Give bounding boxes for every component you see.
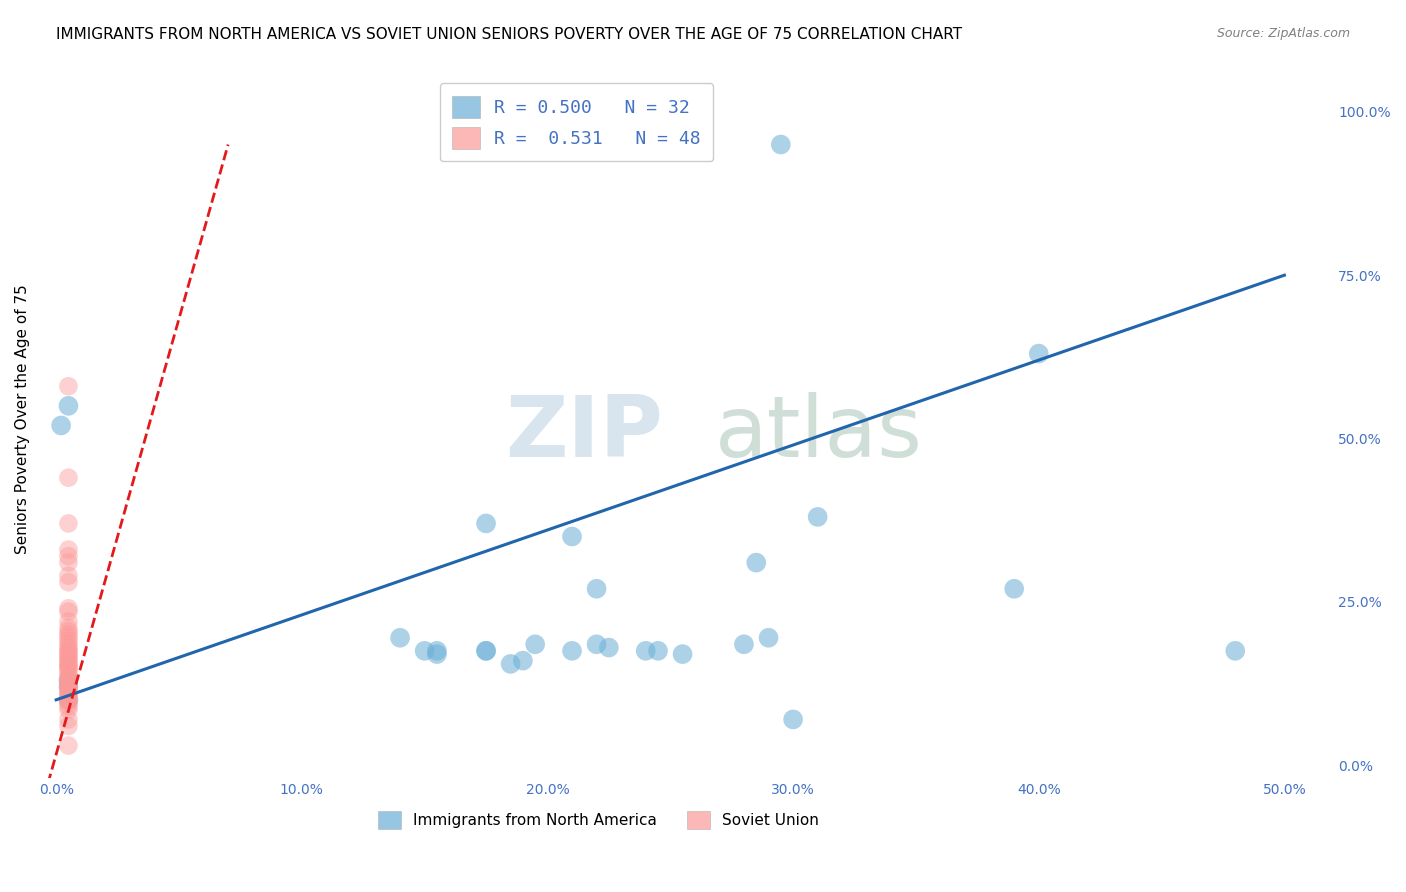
- Point: [58, 647, 80, 661]
- Point: [58, 631, 80, 645]
- Point: [58, 673, 80, 688]
- Point: [58, 637, 80, 651]
- Point: [58, 379, 80, 393]
- Point: [58, 693, 80, 707]
- Point: [807, 509, 830, 524]
- Point: [58, 640, 80, 655]
- Point: [634, 644, 657, 658]
- Point: [58, 516, 80, 531]
- Point: [58, 575, 80, 590]
- Point: [58, 644, 80, 658]
- Y-axis label: Seniors Poverty Over the Age of 75: Seniors Poverty Over the Age of 75: [15, 284, 30, 554]
- Point: [58, 719, 80, 733]
- Point: [58, 654, 80, 668]
- Point: [671, 647, 693, 661]
- Point: [58, 471, 80, 485]
- Point: [475, 644, 498, 658]
- Point: [389, 631, 412, 645]
- Point: [58, 739, 80, 753]
- Point: [58, 693, 80, 707]
- Point: [58, 644, 80, 658]
- Text: atlas: atlas: [714, 392, 922, 475]
- Legend: Immigrants from North America, Soviet Union: Immigrants from North America, Soviet Un…: [371, 805, 825, 835]
- Point: [58, 657, 80, 671]
- Point: [58, 686, 80, 700]
- Point: [58, 676, 80, 690]
- Point: [58, 650, 80, 665]
- Point: [512, 654, 534, 668]
- Point: [58, 660, 80, 674]
- Point: [475, 644, 498, 658]
- Point: [58, 703, 80, 717]
- Point: [58, 627, 80, 641]
- Point: [585, 582, 607, 596]
- Point: [598, 640, 620, 655]
- Point: [413, 644, 436, 658]
- Point: [58, 699, 80, 714]
- Point: [58, 680, 80, 694]
- Point: [58, 634, 80, 648]
- Text: IMMIGRANTS FROM NORTH AMERICA VS SOVIET UNION SENIORS POVERTY OVER THE AGE OF 75: IMMIGRANTS FROM NORTH AMERICA VS SOVIET …: [56, 27, 962, 42]
- Point: [58, 690, 80, 704]
- Point: [58, 568, 80, 582]
- Point: [58, 680, 80, 694]
- Point: [58, 650, 80, 665]
- Point: [524, 637, 547, 651]
- Point: [58, 680, 80, 694]
- Point: [58, 624, 80, 639]
- Point: [426, 647, 449, 661]
- Point: [58, 666, 80, 681]
- Point: [58, 542, 80, 557]
- Point: [561, 644, 583, 658]
- Point: [58, 549, 80, 563]
- Point: [58, 660, 80, 674]
- Point: [585, 637, 607, 651]
- Point: [58, 605, 80, 619]
- Point: [1002, 582, 1025, 596]
- Point: [58, 696, 80, 710]
- Point: [58, 673, 80, 688]
- Point: [49, 418, 72, 433]
- Point: [58, 556, 80, 570]
- Point: [1225, 644, 1247, 658]
- Point: [58, 683, 80, 698]
- Point: [58, 664, 80, 678]
- Point: [782, 713, 804, 727]
- Point: [58, 615, 80, 629]
- Point: [58, 713, 80, 727]
- Point: [769, 137, 792, 152]
- Point: [58, 686, 80, 700]
- Point: [561, 529, 583, 543]
- Point: [58, 621, 80, 635]
- Point: [58, 601, 80, 615]
- Point: [733, 637, 755, 651]
- Point: [58, 673, 80, 688]
- Point: [58, 657, 80, 671]
- Point: [58, 399, 80, 413]
- Point: [426, 644, 449, 658]
- Point: [745, 556, 768, 570]
- Point: [499, 657, 522, 671]
- Point: [58, 693, 80, 707]
- Point: [758, 631, 780, 645]
- Text: Source: ZipAtlas.com: Source: ZipAtlas.com: [1216, 27, 1350, 40]
- Point: [58, 670, 80, 684]
- Point: [1028, 346, 1050, 360]
- Point: [647, 644, 669, 658]
- Text: ZIP: ZIP: [505, 392, 662, 475]
- Point: [475, 516, 498, 531]
